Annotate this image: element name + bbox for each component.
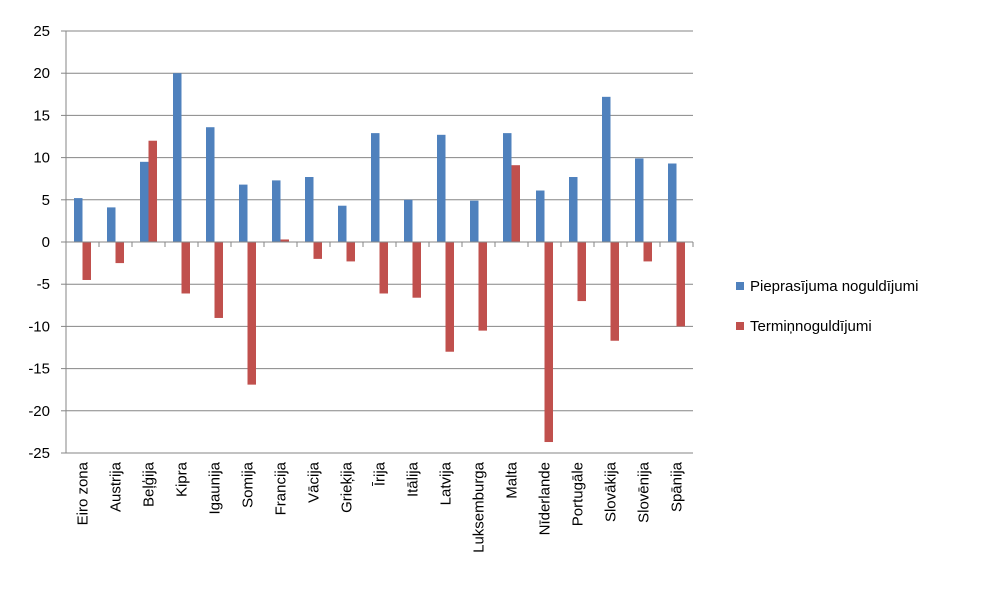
y-tick-label: 20: [33, 65, 50, 82]
legend-item-demand-deposits: Pieprasījuma noguldījumi: [736, 274, 918, 298]
x-category-label: Luksemburga: [471, 461, 488, 553]
x-category-label: Vācija: [306, 461, 323, 503]
bar-demand: [371, 133, 380, 242]
y-tick-label: 5: [42, 192, 50, 209]
bar-demand: [536, 190, 545, 242]
bar-demand: [140, 161, 149, 242]
bar-term: [313, 242, 322, 259]
x-category-label: Latvija: [438, 461, 455, 505]
x-category-label: Kipra: [174, 461, 191, 497]
bar-term: [511, 165, 520, 242]
bar-term: [577, 242, 586, 302]
bar-term: [346, 242, 355, 262]
bar-term: [643, 242, 652, 262]
x-category-label: Īrija: [372, 461, 389, 486]
x-category-label: Slovēnija: [636, 461, 653, 523]
bar-demand: [338, 205, 347, 242]
bar-demand: [272, 180, 281, 242]
y-tick-label: 10: [33, 150, 50, 167]
x-category-label: Malta: [504, 461, 521, 498]
x-category-label: Grieķija: [339, 461, 356, 513]
x-category-label: Somija: [240, 461, 257, 508]
bar-demand: [635, 158, 644, 242]
bar-term: [412, 242, 421, 298]
bar-demand: [305, 177, 314, 242]
x-category-label: Eiro zona: [75, 461, 92, 525]
bar-demand: [602, 96, 611, 242]
bar-term: [610, 242, 619, 341]
x-category-label: Spānija: [669, 461, 686, 512]
x-category-label: Nīderlande: [537, 462, 554, 535]
y-tick-label: 0: [42, 234, 50, 251]
bar-term: [379, 242, 388, 294]
bar-term: [676, 242, 685, 327]
legend-swatch: [736, 322, 744, 330]
bar-demand: [107, 207, 116, 242]
y-tick-label: -25: [28, 445, 50, 462]
bar-demand: [437, 134, 446, 242]
x-category-label: Itālija: [405, 461, 422, 497]
bar-term: [115, 242, 124, 264]
y-axis-tick-labels: 25 20 15 10 5 0 -5 -10 -15 -20 -25: [28, 23, 50, 462]
bar-demand: [74, 198, 83, 242]
y-tick-label: 25: [33, 23, 50, 40]
bar-demand: [239, 184, 248, 242]
x-category-label: Beļģija: [141, 461, 158, 507]
bar-term: [445, 242, 454, 352]
bar-term: [148, 140, 157, 242]
legend-label: Termiņnoguldījumi: [750, 317, 872, 335]
bar-term: [82, 242, 91, 280]
bar-term: [478, 242, 487, 331]
bar-term: [181, 242, 190, 294]
bar-term: [280, 239, 289, 242]
bar-demand: [503, 133, 512, 242]
y-tick-label: -20: [28, 403, 50, 420]
y-tick-label: -10: [28, 318, 50, 335]
bar-term: [214, 242, 223, 318]
x-category-label: Igaunija: [207, 461, 224, 514]
bar-demand: [173, 73, 182, 242]
legend: Pieprasījuma noguldījumi Termiņnoguldīju…: [736, 274, 918, 354]
y-tick-label: -15: [28, 361, 50, 378]
axes: [61, 30, 694, 454]
legend-label: Pieprasījuma noguldījumi: [750, 277, 919, 295]
legend-swatch: [736, 282, 744, 290]
bar-demand: [569, 177, 578, 242]
bar-demand: [470, 200, 479, 242]
bar-term: [247, 242, 256, 385]
bars: [74, 73, 685, 443]
x-category-label: Portugāle: [570, 462, 587, 526]
legend-item-term-deposits: Termiņnoguldījumi: [736, 314, 918, 338]
y-tick-label: -5: [37, 276, 50, 293]
x-category-label: Slovākija: [603, 461, 620, 522]
x-category-label: Austrija: [108, 461, 125, 512]
bar-demand: [668, 163, 677, 242]
y-tick-label: 15: [33, 107, 50, 124]
bar-term: [544, 242, 553, 443]
bar-demand: [404, 199, 413, 242]
x-category-label: Francija: [273, 461, 290, 515]
x-axis-category-labels: Eiro zona Austrija Beļģija Kipra Igaunija Som…: [75, 461, 686, 553]
bar-demand: [206, 127, 215, 242]
